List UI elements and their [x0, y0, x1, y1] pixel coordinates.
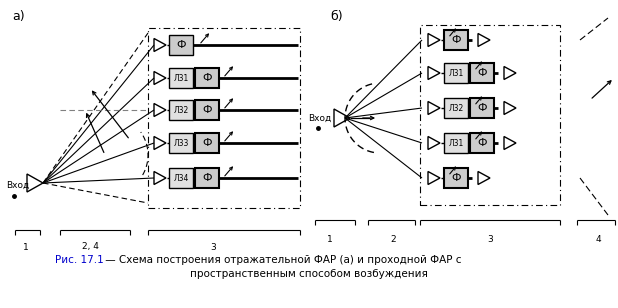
Bar [169, 68, 193, 88]
Bar [169, 133, 193, 153]
Bar [470, 98, 494, 118]
Text: Ф: Ф [202, 173, 212, 183]
Bar [444, 63, 468, 83]
Bar [169, 35, 193, 55]
Text: Ф: Ф [477, 138, 487, 148]
Text: а): а) [12, 10, 25, 23]
Text: Л31: Л31 [449, 68, 464, 78]
Bar [444, 133, 468, 153]
Bar [148, 28, 300, 208]
Text: Вход: Вход [308, 114, 331, 123]
Text: Л32: Л32 [449, 103, 464, 112]
Bar [470, 133, 494, 153]
Text: 3: 3 [487, 234, 493, 244]
Text: Л33: Л33 [173, 139, 188, 148]
Bar [195, 100, 219, 120]
Bar [470, 63, 494, 83]
Bar [444, 168, 468, 188]
Text: Ф: Ф [176, 40, 186, 50]
Bar [420, 25, 560, 205]
Text: Ф: Ф [202, 138, 212, 148]
Text: Ф: Ф [202, 73, 212, 83]
Text: Ф: Ф [202, 105, 212, 115]
Text: пространственным способом возбуждения: пространственным способом возбуждения [190, 269, 428, 279]
Text: 2, 4: 2, 4 [82, 242, 98, 252]
Text: б): б) [330, 10, 342, 23]
Text: Ф: Ф [451, 173, 461, 183]
Text: 1: 1 [23, 242, 29, 252]
Text: Ф: Ф [477, 103, 487, 113]
Text: Л31: Л31 [449, 139, 464, 148]
Text: 4: 4 [595, 234, 601, 244]
Text: 3: 3 [210, 242, 216, 252]
Text: 2: 2 [390, 234, 396, 244]
Text: Л32: Л32 [174, 106, 188, 115]
Text: Ф: Ф [477, 68, 487, 78]
Bar [195, 168, 219, 188]
Text: 1: 1 [327, 234, 333, 244]
Text: Ф: Ф [451, 35, 461, 45]
Bar [195, 68, 219, 88]
Bar [195, 133, 219, 153]
Bar [444, 98, 468, 118]
Text: Л34: Л34 [173, 173, 188, 183]
Bar [444, 30, 468, 50]
Bar [169, 100, 193, 120]
Bar [169, 168, 193, 188]
Text: — Схема построения отражательной ФАР (а) и проходной ФАР с: — Схема построения отражательной ФАР (а)… [102, 255, 462, 265]
Text: Рис. 17.1: Рис. 17.1 [55, 255, 104, 265]
Text: Л31: Л31 [174, 74, 188, 83]
Text: Вход: Вход [6, 180, 29, 189]
